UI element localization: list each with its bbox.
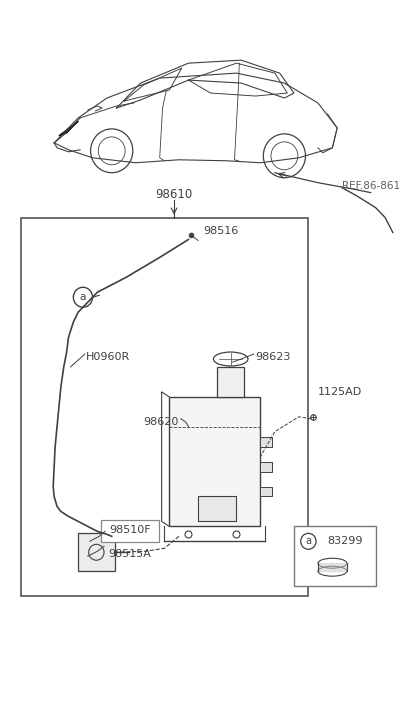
Text: 1125AD: 1125AD — [318, 387, 362, 397]
Bar — [260, 486, 272, 497]
Text: a: a — [305, 537, 311, 546]
Bar — [294, 526, 376, 586]
Text: 98515A: 98515A — [108, 550, 151, 559]
Bar — [198, 497, 236, 521]
Text: 98516: 98516 — [203, 225, 238, 236]
FancyBboxPatch shape — [101, 521, 159, 542]
Text: H0960R: H0960R — [86, 352, 130, 362]
Bar — [21, 217, 309, 596]
Text: 83299: 83299 — [328, 537, 363, 546]
Text: 98623: 98623 — [255, 352, 291, 362]
Text: 98510F: 98510F — [109, 526, 151, 535]
Bar — [260, 462, 272, 472]
Text: REF.86-861: REF.86-861 — [342, 181, 400, 190]
FancyBboxPatch shape — [169, 397, 260, 526]
Text: 98610: 98610 — [155, 188, 193, 201]
Polygon shape — [59, 121, 78, 136]
Text: a: a — [80, 292, 86, 302]
Text: 98620: 98620 — [143, 417, 179, 427]
Bar — [78, 534, 115, 571]
Bar — [260, 437, 272, 446]
Bar — [217, 367, 244, 397]
